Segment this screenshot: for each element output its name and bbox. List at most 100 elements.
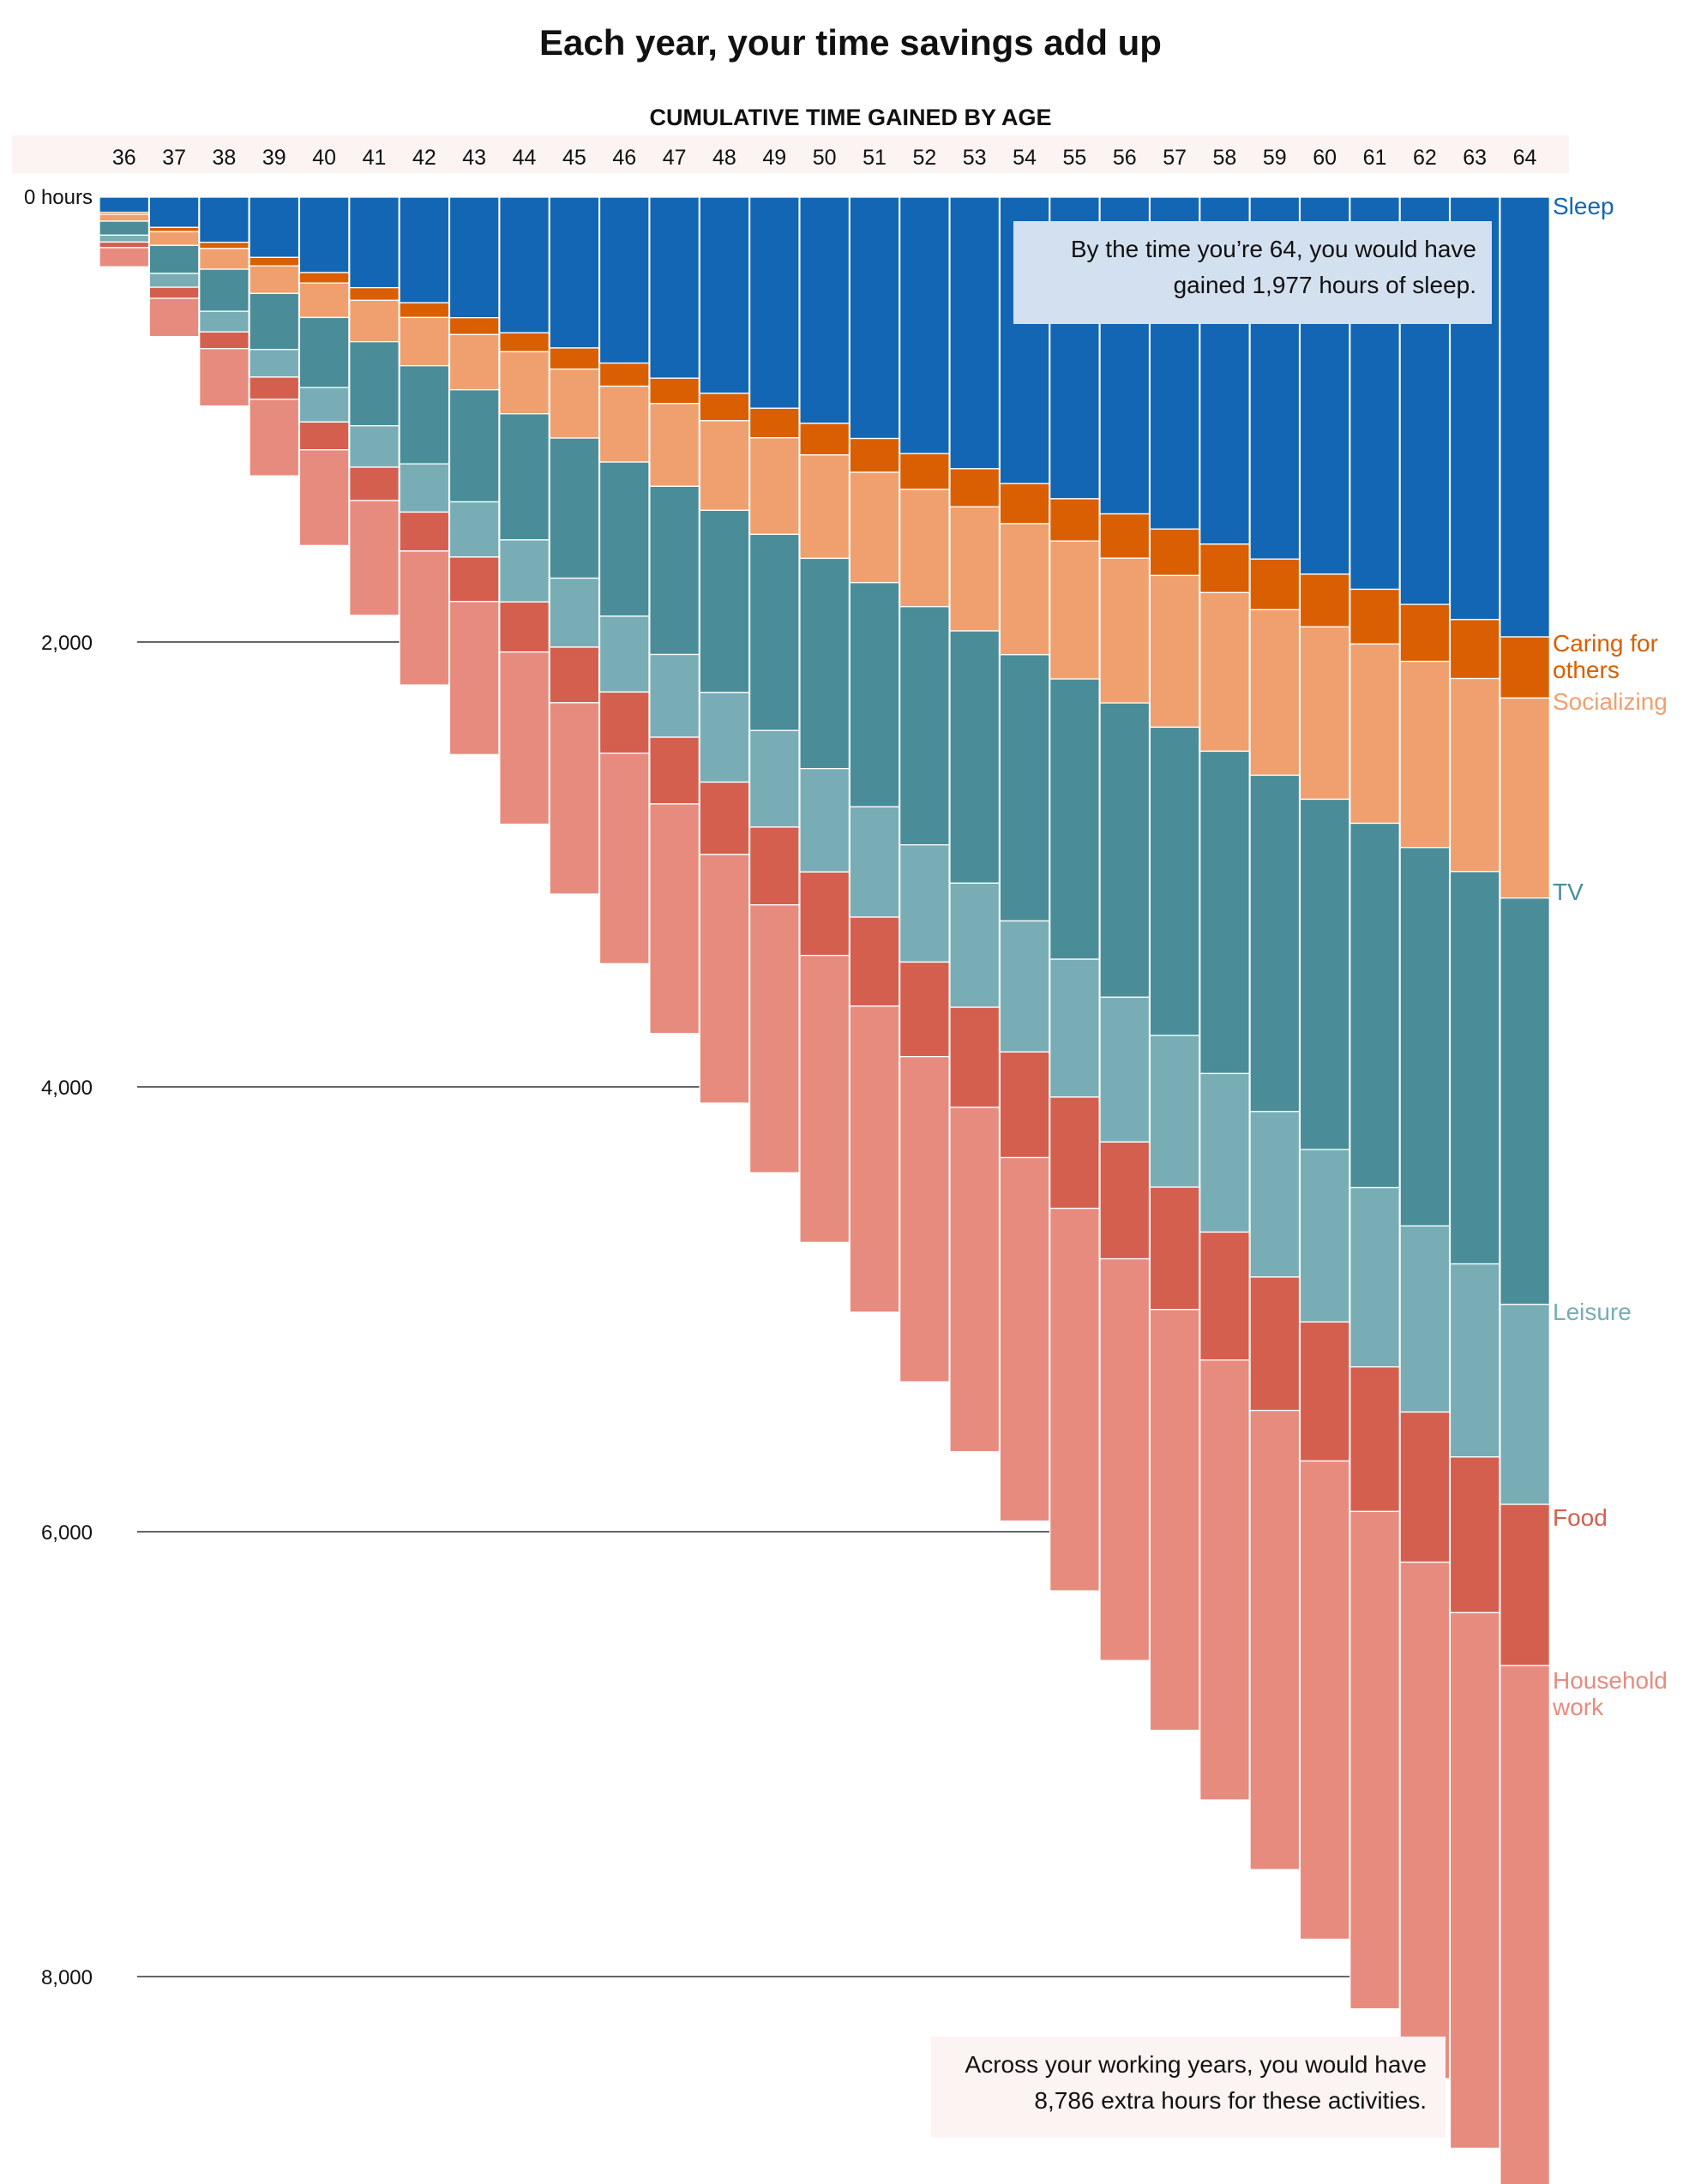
bar-segment (1249, 558, 1301, 611)
bar-segment (99, 213, 150, 222)
bar-segment (649, 653, 700, 738)
bar-segment (1199, 591, 1250, 753)
bar-segment (748, 437, 800, 536)
bar-segment (499, 332, 550, 353)
series-label: Food (1553, 1504, 1608, 1531)
bar-segment (1500, 1304, 1550, 1505)
bar-segment (699, 781, 750, 855)
annotation-text: Across your working years, you would hav… (965, 2051, 1427, 2078)
bar-segment (899, 489, 950, 608)
bar-segment (1399, 847, 1451, 1227)
bar-segment (999, 1051, 1050, 1159)
bar-segment (249, 399, 300, 477)
age-label: 60 (1313, 146, 1337, 170)
age-label: 58 (1213, 146, 1237, 170)
bar-segment (849, 471, 900, 584)
bar-segment (1449, 1611, 1500, 2149)
age-axis-background (12, 135, 1569, 173)
bar-segment (148, 231, 200, 246)
bar-segment (999, 483, 1050, 525)
bar-segment (1500, 1665, 1550, 2184)
bar-segment (298, 272, 350, 284)
bar-segment (748, 533, 800, 731)
y-tick-label: 4,000 (41, 1077, 93, 1100)
bar-segment (249, 376, 300, 400)
annotation-text: By the time you’re 64, you would have (1071, 236, 1476, 262)
bar-segment (99, 196, 150, 213)
bar-segment (699, 692, 750, 783)
bar-segment (298, 387, 350, 423)
bar-segment (699, 196, 750, 394)
age-label: 57 (1163, 146, 1187, 170)
bar-segment (949, 506, 1001, 632)
age-label: 45 (562, 146, 586, 170)
bar-segment (399, 511, 450, 552)
bar-segment (1249, 774, 1301, 1113)
bar-segment (1099, 513, 1151, 559)
bar-segment (1199, 1231, 1250, 1361)
bar-segment (1449, 677, 1500, 873)
bar-segment (1299, 626, 1350, 801)
bar-segment (349, 341, 400, 427)
bar-segment (799, 557, 850, 770)
bar-segment (1149, 726, 1200, 1036)
bar-segment (448, 501, 500, 558)
bar-segment (999, 1156, 1050, 1522)
bar-segment (99, 241, 150, 249)
bar-segment (748, 196, 800, 409)
bar-segment (598, 385, 650, 463)
bar-segment (399, 302, 450, 319)
bar-segment (349, 466, 400, 501)
bar-segment (349, 196, 400, 289)
bar-segment (1399, 660, 1451, 849)
chart-subtitle: CUMULATIVE TIME GAINED BY AGE (649, 105, 1051, 130)
bar-segment (399, 463, 450, 513)
bar-segment (849, 437, 900, 473)
y-tick-label: 8,000 (41, 1966, 93, 1989)
bar-segment (549, 702, 600, 895)
age-label: 47 (663, 146, 687, 170)
bar-segment (1449, 1456, 1500, 1614)
bar-segment (1500, 897, 1550, 1305)
bar-segment (1199, 543, 1250, 594)
bar-segment (1049, 540, 1100, 680)
bar-segment (1099, 557, 1151, 704)
bar-segment (1399, 1411, 1451, 1563)
y-tick-label: 0 hours (24, 186, 93, 209)
bar-segment (1349, 1510, 1400, 2010)
bar-segment (1049, 1208, 1100, 1592)
bar-segment (1500, 1503, 1550, 1666)
bar-segment (249, 265, 300, 295)
bar-segment (1449, 1263, 1500, 1458)
annotation-box (931, 2037, 1446, 2138)
bar-segment (999, 523, 1050, 656)
bar-segment (199, 248, 249, 270)
age-label: 51 (863, 146, 887, 170)
series-label: work (1552, 1694, 1604, 1720)
age-label: 59 (1263, 146, 1287, 170)
series-label: TV (1553, 879, 1584, 905)
bar-segment (649, 803, 700, 1035)
bar-segment (1500, 697, 1550, 899)
bar-segment (349, 500, 400, 616)
bar-segment (999, 920, 1050, 1053)
age-label: 53 (963, 146, 987, 170)
bar-segment (949, 882, 1001, 1008)
bar-segment (399, 550, 450, 686)
bar-segment (949, 630, 1001, 884)
bar-segment (499, 413, 550, 541)
annotations: By the time you’re 64, you would have gai… (931, 221, 1492, 2138)
age-label: 46 (612, 146, 636, 170)
bar-segment (1149, 574, 1200, 729)
bar-segment (1199, 1359, 1250, 1801)
bar-segment (199, 196, 249, 243)
bar-segment (649, 485, 700, 656)
bar-segment (748, 729, 800, 828)
bar-segment (1349, 822, 1400, 1189)
bar-segment (148, 196, 200, 228)
bar-segment (1500, 636, 1550, 699)
bar-segment (1199, 750, 1250, 1075)
bar-segment (249, 292, 300, 351)
bar-segment (99, 234, 150, 243)
bar-segment (598, 362, 650, 387)
